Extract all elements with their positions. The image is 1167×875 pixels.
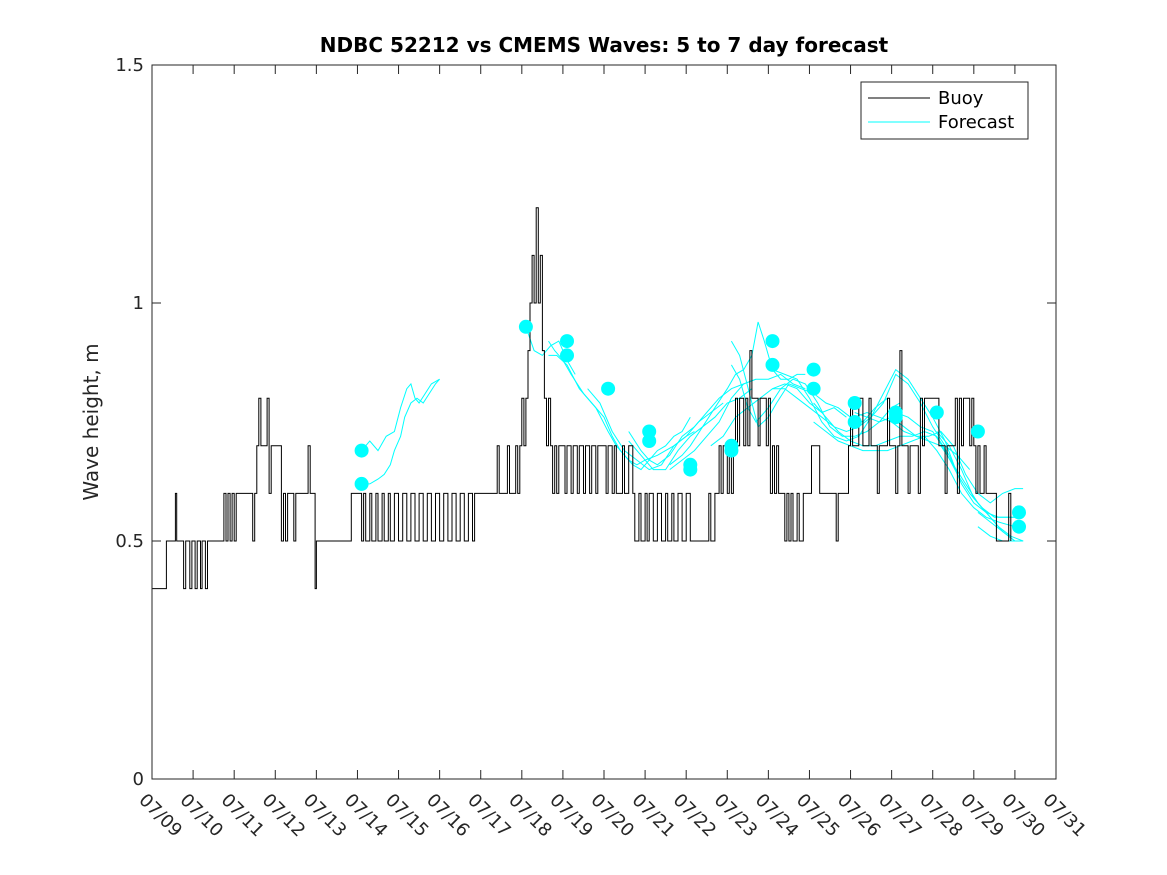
legend-box — [860, 81, 1029, 140]
forecast-marker-16 — [847, 396, 862, 410]
y-tick-label-0: 0 — [133, 769, 144, 790]
forecast-marker-19 — [888, 410, 903, 425]
buoy-line — [152, 207, 1012, 590]
forecast-marker-12 — [765, 334, 780, 349]
forecast-marker-0 — [354, 443, 369, 458]
forecast-marker-15 — [806, 381, 821, 396]
y-tick-label-2: 1 — [133, 293, 144, 314]
marker-layer — [354, 319, 1026, 534]
y-tick-label-1: 0.5 — [115, 531, 144, 552]
forecast-marker-1 — [354, 476, 369, 491]
legend: Buoy Forecast — [860, 81, 1029, 140]
forecast-marker-7 — [642, 434, 657, 448]
forecast-marker-11 — [724, 443, 739, 458]
forecast-line-1 — [361, 378, 440, 485]
plot-area — [152, 65, 1056, 779]
forecast-line-15 — [813, 402, 1015, 518]
forecast-marker-9 — [683, 462, 698, 477]
forecast-line-17 — [854, 412, 1024, 504]
y-axis-label: Wave height, m — [79, 343, 103, 500]
forecast-line-7 — [628, 388, 753, 471]
forecast-marker-5 — [601, 381, 616, 396]
legend-label-forecast: Forecast — [938, 112, 1014, 133]
chart-title: NDBC 52212 vs CMEMS Waves: 5 to 7 day fo… — [320, 33, 889, 57]
forecast-marker-20 — [929, 405, 944, 420]
forecast-line-6 — [628, 378, 757, 466]
forecast-marker-23 — [1012, 519, 1026, 534]
legend-label-buoy: Buoy — [938, 88, 984, 109]
forecast-marker-4 — [560, 348, 574, 363]
forecast-line-8 — [669, 321, 806, 466]
forecast-line-10 — [710, 383, 847, 447]
forecast-line-9 — [669, 373, 806, 470]
y-tick-label-3: 1.5 — [115, 55, 144, 76]
series-layer — [152, 207, 1024, 590]
forecast-marker-13 — [765, 357, 780, 372]
forecast-marker-14 — [806, 362, 821, 377]
forecast-marker-22 — [1012, 505, 1026, 520]
forecast-marker-17 — [847, 415, 862, 429]
forecast-marker-2 — [518, 319, 533, 334]
forecast-line-16 — [813, 421, 1016, 528]
forecast-marker-21 — [970, 424, 985, 439]
forecast-line-0 — [361, 378, 440, 452]
forecast-marker-3 — [560, 334, 574, 349]
forecast-line-13 — [772, 368, 958, 475]
